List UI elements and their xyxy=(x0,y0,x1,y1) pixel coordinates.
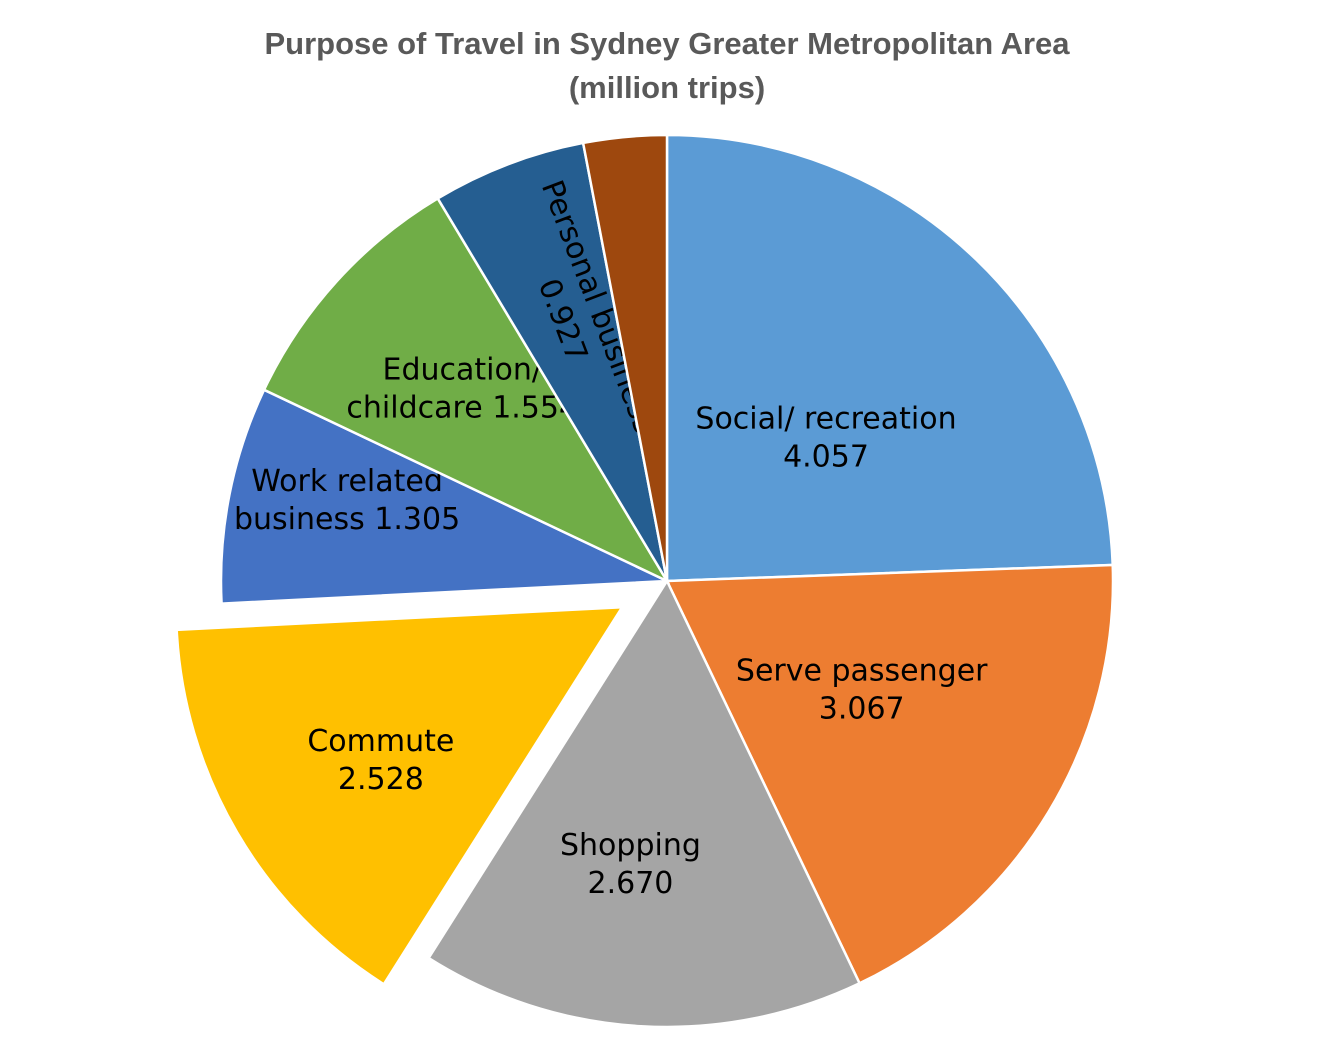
pie-slice-unlabeled xyxy=(581,133,669,582)
chart-title: Purpose of Travel in Sydney Greater Metr… xyxy=(0,22,1334,110)
pie-slice-commute xyxy=(175,605,625,986)
data-label-social-recreation: Social/ recreation 4.057 xyxy=(695,402,956,475)
pie-slice-work-related-business xyxy=(219,388,668,605)
data-label-shopping: Shopping 2.670 xyxy=(560,828,701,901)
chart-title-line-1: Purpose of Travel in Sydney Greater Metr… xyxy=(264,26,1070,61)
pie-slice-personal-business xyxy=(436,141,669,582)
pie-slice-serve-passenger xyxy=(665,563,1115,985)
data-label-serve-passenger: Serve passenger 3.067 xyxy=(736,654,988,727)
data-label-education-childcare: Education/childcare 1.554 xyxy=(346,353,578,426)
data-label-work-related-business: Work related business 1.305 xyxy=(234,464,460,537)
pie-slice-social-recreation xyxy=(665,133,1115,583)
data-label-commute: Commute 2.528 xyxy=(307,724,454,797)
chart-title-line-2: (million trips) xyxy=(568,70,766,105)
pie-slice-education-childcare xyxy=(262,196,671,584)
pie-slice-shopping xyxy=(426,578,862,1029)
